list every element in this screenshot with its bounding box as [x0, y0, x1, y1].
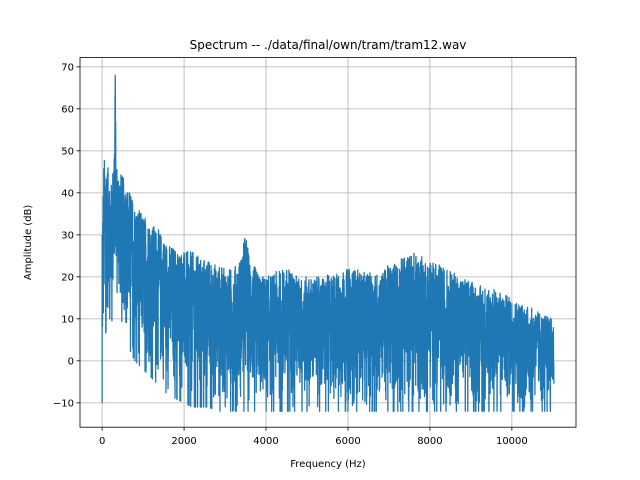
x-axis-ticks: 0 2000 4000 6000 8000 10000	[99, 427, 528, 447]
y-tick-label: 60	[61, 104, 74, 115]
x-tick-label: 6000	[335, 436, 360, 447]
x-tick-label: 10000	[496, 436, 528, 447]
y-axis-ticks: −10 0 10 20 30 40 50 60 70	[53, 62, 80, 409]
spectrum-line	[101, 74, 555, 412]
series-spectrum	[101, 74, 555, 412]
y-tick-label: 30	[61, 230, 74, 241]
y-tick-label: 70	[61, 62, 74, 73]
x-tick-label: 2000	[171, 436, 196, 447]
y-axis-label: Amplitude (dB)	[23, 205, 34, 281]
chart-title: Spectrum -- ./data/final/own/tram/tram12…	[190, 38, 467, 52]
y-tick-label: 40	[61, 188, 74, 199]
axes-frame	[79, 57, 577, 428]
x-axis-label: Frequency (Hz)	[290, 459, 366, 470]
y-tick-label: 10	[61, 314, 74, 325]
y-tick-label: 50	[61, 146, 74, 157]
x-tick-label: 8000	[417, 436, 442, 447]
y-tick-label: 20	[61, 272, 74, 283]
x-tick-label: 0	[99, 436, 105, 447]
y-tick-label: 0	[68, 356, 74, 367]
y-tick-label: −10	[53, 398, 74, 409]
x-tick-label: 4000	[253, 436, 278, 447]
